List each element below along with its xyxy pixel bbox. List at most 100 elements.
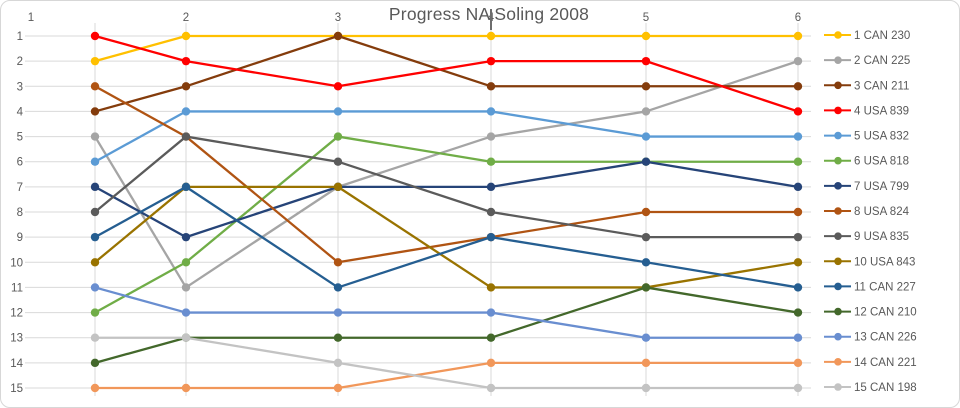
data-point-marker [486,283,496,292]
legend-marker [834,207,842,215]
series-line [95,336,798,390]
y-axis-label: 10 [10,257,23,269]
x-axis-label: 3 [335,12,341,24]
legend-item: 13 CAN 226 [824,332,917,344]
data-point-marker [333,383,343,393]
data-point-marker [181,31,191,41]
legend-label: 14 CAN 221 [854,357,917,369]
data-point-marker [641,283,651,292]
legend-label: 1 CAN 230 [854,30,910,42]
legend-item: 14 CAN 221 [824,357,917,369]
data-point-marker [793,107,803,116]
data-point-marker [793,333,803,342]
data-point-marker [90,82,100,91]
data-point-marker [90,182,100,192]
data-point-marker [333,258,343,267]
y-axis-label: 14 [10,358,23,370]
y-axis-label: 3 [17,81,23,93]
data-point-marker [793,31,803,41]
series-line [94,110,798,163]
y-axis-label: 11 [11,282,23,294]
legend-label: 7 USA 799 [854,181,909,193]
legend-marker [834,282,842,291]
legend-label: 2 CAN 225 [854,55,910,67]
legend-item: 9 USA 835 [824,231,909,243]
series-line [94,286,799,364]
data-point-marker [333,283,343,292]
data-point-marker [181,232,191,242]
y-axis-label: 4 [17,106,24,118]
data-point-marker [486,232,496,242]
data-point-marker [181,56,191,66]
legend-marker [834,81,842,90]
legend-item: 2 CAN 225 [824,55,910,67]
data-point-marker [333,107,343,116]
data-point-marker [181,383,191,393]
y-axis-label: 9 [17,232,23,244]
y-axis-label: 8 [17,207,23,219]
data-point-marker [793,56,803,66]
legend-label: 10 USA 843 [854,256,915,268]
data-point-marker [181,132,191,141]
data-point-marker [181,258,191,267]
series-line [94,185,799,289]
x-axis-label: 6 [795,12,801,24]
data-point-marker [641,107,651,116]
legend-item: 8 USA 824 [824,206,910,218]
series-line [94,85,798,264]
data-point-marker [90,107,100,116]
data-point-marker [641,383,651,393]
y-axis-label: 1 [17,31,23,43]
data-point-marker [793,132,803,141]
legend-label: 5 USA 832 [854,131,909,143]
data-point-marker [641,157,651,166]
series-line [94,34,799,113]
legend-label: 11 CAN 227 [854,281,916,293]
series-line [94,60,799,289]
data-point-marker [90,358,100,368]
series-line [94,160,799,239]
y-axis-label: 2 [17,56,23,68]
legend-marker [834,383,842,391]
legend-item: 12 CAN 210 [824,307,917,319]
legend-label: 6 USA 818 [854,156,909,168]
legend-marker [834,358,842,366]
data-point-marker [181,283,191,292]
y-axis-label: 7 [17,182,23,194]
data-point-marker [181,308,191,317]
data-point-marker [181,107,191,116]
data-point-marker [641,207,651,217]
data-point-marker [793,258,803,267]
data-point-marker [641,82,651,91]
data-point-marker [486,358,496,368]
data-point-marker [181,333,191,342]
data-point-marker [90,132,100,141]
legend-label: 9 USA 835 [854,231,909,243]
legend-item: 1 CAN 230 [824,30,910,42]
y-axis-label: 13 [10,333,23,345]
data-point-marker [486,383,496,393]
data-point-marker [333,132,343,141]
data-point-marker [641,132,651,141]
data-point-marker [641,258,651,267]
legend-label: 3 CAN 211 [854,80,909,92]
data-point-marker [333,31,343,41]
legend-marker [834,131,842,140]
data-point-marker [486,56,496,66]
legend-label: 13 CAN 226 [854,332,917,344]
legend-label: 4 USA 839 [854,105,909,117]
gridline-over-title-artifact [490,9,492,30]
legend-marker [834,232,842,240]
data-point-marker [793,82,803,91]
data-point-marker [793,182,803,192]
legend-item: 6 USA 818 [824,156,909,168]
data-point-marker [90,308,100,317]
y-axis-label: 5 [17,132,23,144]
data-point-marker [333,308,343,317]
data-point-marker [486,182,496,192]
data-point-marker [333,333,343,342]
legend-item: 3 CAN 211 [824,80,909,92]
series-line [94,34,798,63]
